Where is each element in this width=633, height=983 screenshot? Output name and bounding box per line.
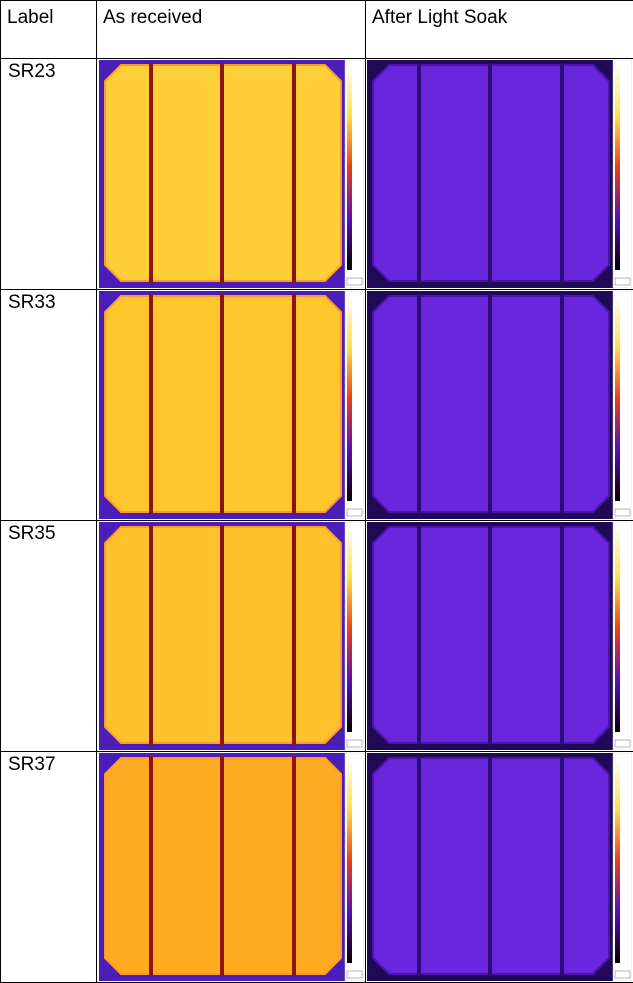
colorbar xyxy=(347,526,352,732)
busbar xyxy=(220,525,224,745)
busbar xyxy=(560,294,564,514)
el-image xyxy=(367,522,632,750)
image-cell xyxy=(97,752,366,983)
colorbar xyxy=(615,64,620,270)
el-image xyxy=(99,753,364,981)
colorbar xyxy=(615,757,620,963)
busbar xyxy=(560,756,564,976)
el-image xyxy=(367,291,632,519)
busbar xyxy=(560,525,564,745)
header-cell: As received xyxy=(97,1,366,59)
colorbar xyxy=(615,526,620,732)
busbar xyxy=(417,756,421,976)
busbar xyxy=(220,756,224,976)
label-text: SR33 xyxy=(1,290,96,314)
busbar xyxy=(417,63,421,283)
header-cell: Label xyxy=(1,1,97,59)
header-text: As received xyxy=(97,1,365,29)
busbar xyxy=(417,294,421,514)
el-image xyxy=(99,291,364,519)
label-cell: SR35 xyxy=(1,521,97,752)
busbar xyxy=(292,294,296,514)
busbar xyxy=(292,756,296,976)
label-text: SR37 xyxy=(1,752,96,776)
el-image xyxy=(99,60,364,288)
row: SR35 xyxy=(1,521,633,752)
label-cell: SR37 xyxy=(1,752,97,983)
busbar xyxy=(220,294,224,514)
el-image xyxy=(367,753,632,981)
row: SR23 xyxy=(1,59,633,290)
image-cell xyxy=(366,521,633,752)
image-cell xyxy=(97,290,366,521)
busbar xyxy=(488,756,492,976)
image-cell xyxy=(366,59,633,290)
header-cell: After Light Soak xyxy=(366,1,633,59)
colorbar xyxy=(347,64,352,270)
busbar xyxy=(292,525,296,745)
label-text: SR35 xyxy=(1,521,96,545)
busbar xyxy=(488,525,492,745)
header-text: Label xyxy=(1,1,96,29)
el-image xyxy=(367,60,632,288)
image-cell xyxy=(366,290,633,521)
image-cell xyxy=(366,752,633,983)
busbar xyxy=(488,63,492,283)
busbar xyxy=(417,525,421,745)
busbar xyxy=(149,756,153,976)
busbar xyxy=(292,63,296,283)
header-row: Label As received After Light Soak xyxy=(1,1,633,59)
colorbar xyxy=(347,757,352,963)
el-image xyxy=(99,522,364,750)
header-text: After Light Soak xyxy=(366,1,633,29)
busbar xyxy=(488,294,492,514)
image-cell xyxy=(97,59,366,290)
busbar xyxy=(149,63,153,283)
row: SR33 xyxy=(1,290,633,521)
image-cell xyxy=(97,521,366,752)
busbar xyxy=(149,294,153,514)
row: SR37 xyxy=(1,752,633,983)
busbar xyxy=(149,525,153,745)
label-text: SR23 xyxy=(1,59,96,83)
busbar xyxy=(560,63,564,283)
busbar xyxy=(220,63,224,283)
label-cell: SR23 xyxy=(1,59,97,290)
label-cell: SR33 xyxy=(1,290,97,521)
colorbar xyxy=(615,295,620,501)
colorbar xyxy=(347,295,352,501)
